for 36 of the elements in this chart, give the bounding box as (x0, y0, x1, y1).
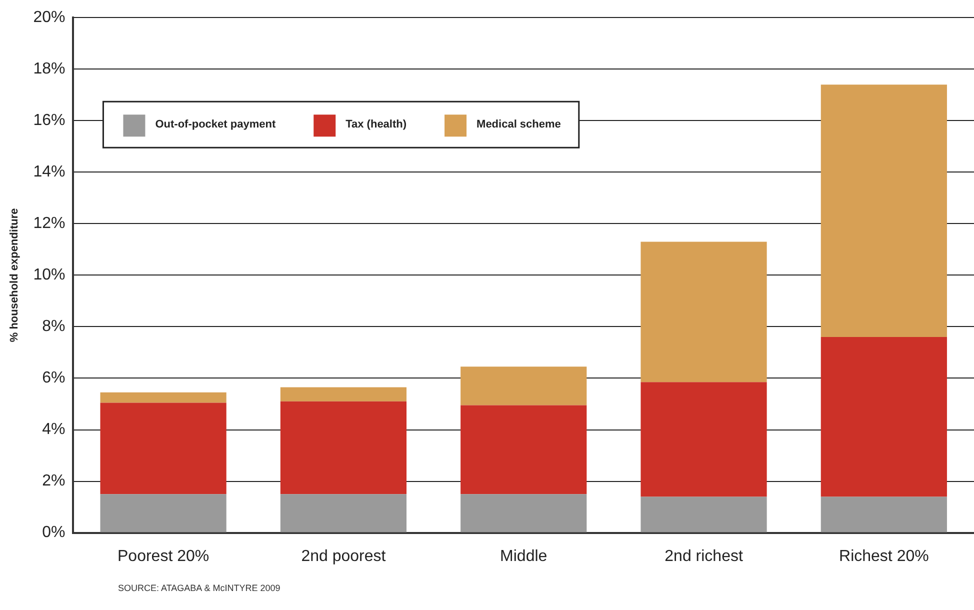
x-tick-label: Poorest 20% (117, 548, 210, 565)
y-tick-label: 16% (33, 112, 66, 130)
bar (460, 405, 587, 494)
y-tick-label: 8% (42, 318, 66, 336)
x-tick-label: Richest 20% (839, 548, 929, 565)
x-tick-label: 2nd poorest (301, 548, 386, 565)
x-tick-label: 2nd richest (664, 548, 744, 565)
y-tick-label: 6% (42, 370, 66, 387)
y-tick-label: 0% (42, 524, 66, 542)
y-tick-label: 2% (42, 472, 66, 490)
bar (280, 494, 407, 532)
y-tick-label: 12% (33, 215, 66, 232)
bar (820, 496, 947, 532)
bar (820, 337, 947, 497)
legend-label: Medical scheme (476, 118, 561, 131)
legend-label: Tax (health) (346, 118, 407, 131)
y-tick-label: 14% (33, 164, 66, 181)
x-tick-label: Middle (500, 548, 548, 565)
bar (280, 387, 407, 402)
bar (100, 402, 226, 494)
source-note: SOURCE: ATAGABA & McINTYRE 2009 (118, 583, 280, 593)
y-tick-label: 20% (33, 9, 66, 26)
y-axis-title: % household expenditure (8, 208, 21, 342)
bar (460, 366, 587, 406)
bar (640, 242, 767, 382)
y-tick-label: 10% (33, 266, 66, 284)
bar (280, 401, 407, 494)
y-tick-label: 4% (42, 421, 66, 438)
bar (100, 494, 226, 532)
y-tick-label: 18% (33, 60, 66, 78)
bar (640, 496, 767, 532)
bar (460, 494, 587, 532)
legend-label: Out-of-pocket payment (155, 118, 276, 131)
bar (100, 392, 226, 403)
bar (820, 84, 947, 338)
bar (640, 382, 767, 497)
